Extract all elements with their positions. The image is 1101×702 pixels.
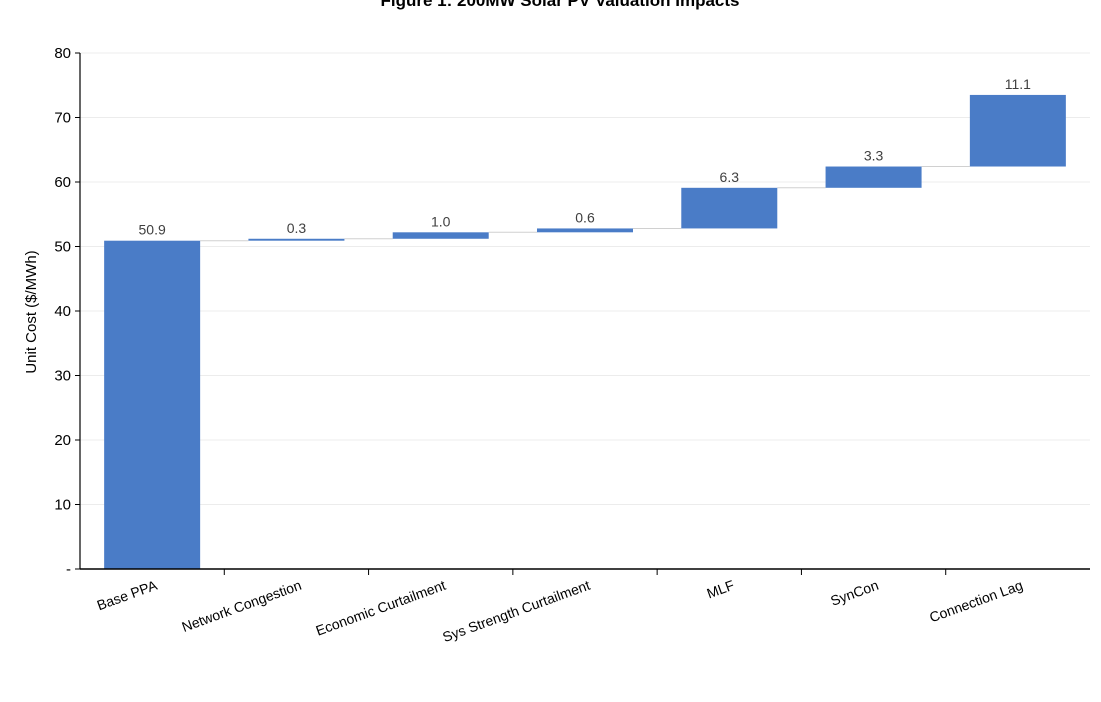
x-category-label: Sys Strength Curtailment (440, 577, 592, 645)
y-tick-label: 50 (54, 239, 71, 256)
data-label: 50.9 (139, 222, 166, 238)
y-tick-label: 10 (54, 497, 71, 514)
bar (537, 228, 633, 233)
x-category-label: MLF (705, 577, 737, 602)
data-label: 0.6 (575, 209, 595, 225)
chart-title: Figure 1: 200MW Solar PV Valuation Impac… (381, 0, 740, 10)
x-category-label: Network Congestion (180, 577, 304, 635)
data-label: 3.3 (864, 148, 884, 164)
data-labels: 50.9 0.3 1.0 0.6 6.3 3.3 11.1 (139, 76, 1032, 238)
y-tick-label: 40 (54, 303, 71, 320)
x-category-label: Connection Lag (927, 577, 1025, 626)
bar (681, 187, 778, 229)
data-label: 11.1 (1005, 76, 1031, 92)
gridlines (80, 52, 1090, 505)
y-tick-label: 30 (54, 368, 71, 385)
data-label: 6.3 (720, 169, 740, 185)
bars (104, 94, 1066, 569)
y-tick-label: 60 (54, 174, 71, 191)
bar (825, 166, 922, 188)
x-category-label: SynCon (828, 577, 880, 609)
y-tick-label: 20 (54, 432, 71, 449)
y-tick-label: 70 (54, 110, 71, 127)
x-category-label: Base PPA (95, 577, 160, 614)
data-label: 0.3 (287, 220, 307, 236)
bar (969, 94, 1066, 167)
y-tick-label: - (66, 561, 71, 578)
bar (392, 232, 489, 239)
axes: - 10 20 30 40 50 60 70 80 Base PPA Network Congest… (54, 45, 1090, 645)
bar (104, 240, 201, 569)
y-tick-label: 80 (54, 45, 71, 62)
data-label: 1.0 (431, 213, 451, 229)
bar (248, 238, 345, 241)
x-category-label: Economic Curtailment (314, 577, 448, 639)
y-axis-title: Unit Cost ($/MWh) (23, 250, 40, 373)
